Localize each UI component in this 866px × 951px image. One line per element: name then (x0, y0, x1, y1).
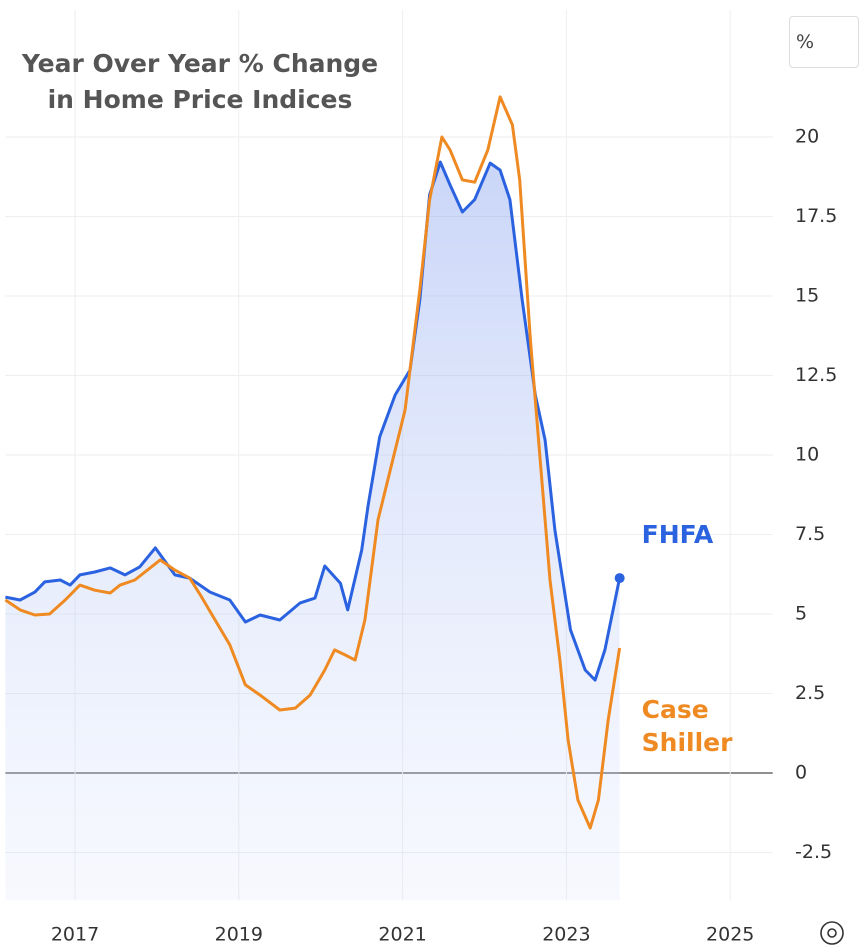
y-tick-label: 2.5 (795, 682, 825, 704)
chart-title: Year Over Year % Change in Home Price In… (21, 49, 379, 114)
y-tick-label: 10 (795, 444, 819, 466)
y-tick-label: 7.5 (795, 523, 825, 545)
y-unit[interactable]: % (789, 16, 859, 68)
y-tick-label: 20 (795, 126, 819, 148)
line (5, 160, 622, 682)
settings-icon[interactable] (820, 921, 844, 945)
end-point (614, 573, 625, 584)
series-label: FHFA (641, 520, 714, 550)
y-tick-label: 0 (795, 762, 807, 784)
x-tick-label: 2019 (215, 924, 263, 946)
x-tick-label: 2025 (706, 924, 754, 946)
y-tick-label: 12.5 (795, 364, 837, 386)
y-tick-label: 17.5 (795, 205, 837, 227)
x-tick-label: 2023 (542, 924, 590, 946)
y-tick-label: 5 (795, 603, 807, 625)
line (4, 95, 622, 830)
series-label: Case Shiller (641, 695, 733, 758)
x-tick-label: 2017 (51, 924, 99, 946)
y-tick-label: -2.5 (795, 841, 832, 863)
y-tick-label: 15 (795, 285, 819, 307)
x-tick-label: 2021 (378, 924, 426, 946)
area (5, 162, 620, 901)
